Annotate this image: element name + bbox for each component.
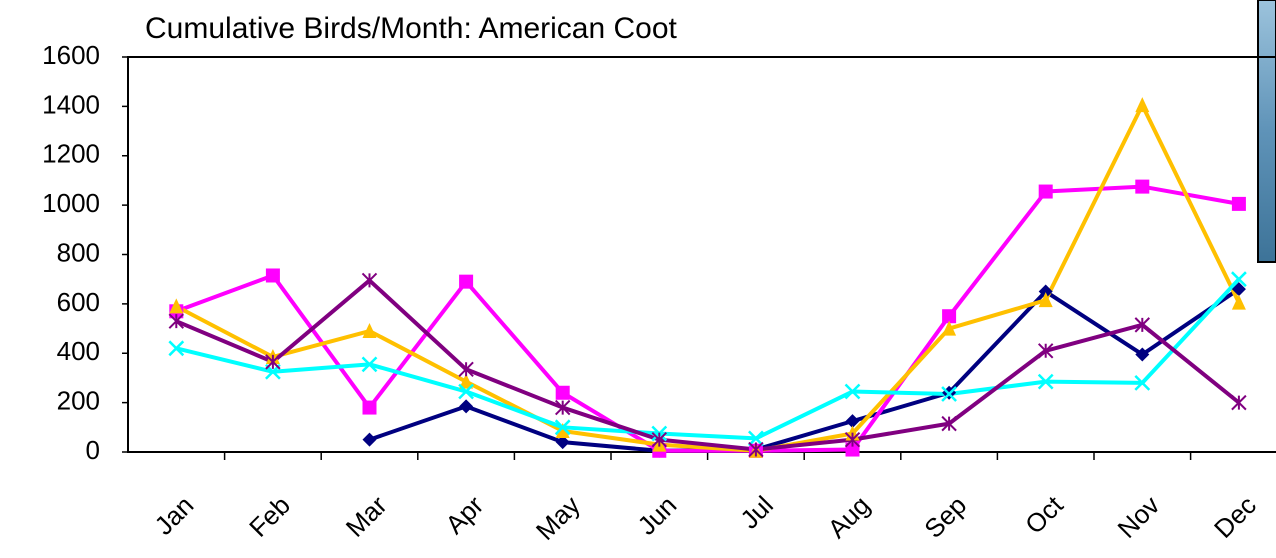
marker: [942, 320, 957, 336]
x-tick-label: Apr: [439, 490, 489, 540]
y-tick-label: 1600: [42, 40, 100, 70]
x-tick-label: May: [530, 490, 586, 546]
x-tick-label: Jan: [149, 490, 200, 541]
marker: [554, 399, 571, 416]
marker: [265, 268, 280, 283]
marker: [168, 340, 185, 357]
x-tick-label: Sep: [918, 490, 972, 544]
marker: [942, 309, 957, 324]
marker: [1135, 179, 1150, 194]
marker: [459, 274, 474, 289]
marker: [844, 431, 861, 448]
marker: [748, 430, 764, 447]
marker: [1135, 97, 1150, 113]
marker: [1231, 271, 1247, 288]
chart-title: Cumulative Birds/Month: American Coot: [145, 12, 678, 45]
y-tick-label: 400: [57, 336, 100, 366]
marker: [361, 356, 378, 373]
marker: [941, 415, 957, 432]
marker: [1231, 282, 1246, 297]
series-line: [175, 278, 1241, 452]
marker: [554, 419, 571, 436]
marker: [1231, 294, 1246, 310]
marker: [1037, 373, 1054, 390]
series-line: [175, 184, 1240, 453]
marker: [459, 373, 474, 389]
y-tick-label: 200: [57, 386, 100, 416]
marker: [1231, 196, 1246, 211]
y-tick-label: 600: [57, 287, 100, 317]
series-line: [368, 287, 1241, 453]
marker: [651, 431, 668, 448]
marker: [265, 354, 281, 370]
marker: [845, 414, 860, 429]
marker: [1038, 292, 1053, 308]
series-line: [175, 103, 1241, 453]
marker: [362, 400, 377, 415]
marker: [458, 383, 474, 400]
marker: [362, 323, 377, 339]
marker: [168, 313, 185, 329]
marker: [1231, 394, 1247, 411]
marker: [555, 385, 570, 400]
marker: [361, 272, 378, 289]
marker: [1135, 347, 1150, 362]
marker: [1038, 284, 1053, 299]
marker: [459, 399, 474, 414]
marker: [748, 441, 764, 458]
marker: [555, 435, 570, 450]
marker: [1038, 184, 1053, 199]
marker: [1134, 317, 1151, 333]
marker: [555, 423, 570, 439]
y-tick-label: 0: [86, 435, 100, 465]
photo: [1257, 0, 1276, 263]
marker: [458, 361, 474, 378]
x-tick-label: Jul: [734, 490, 779, 535]
x-tick-label: Aug: [822, 490, 876, 544]
marker: [169, 298, 184, 314]
x-tick-label: Oct: [1019, 489, 1069, 539]
marker: [1037, 343, 1054, 359]
marker: [845, 442, 860, 457]
x-tick-label: Nov: [1111, 490, 1165, 544]
marker: [844, 383, 861, 400]
y-tick-label: 1000: [42, 188, 100, 218]
x-tick-label: Jun: [632, 490, 683, 541]
y-tick-label: 1200: [42, 139, 100, 169]
y-tick-label: 800: [57, 237, 100, 267]
x-tick-label: Dec: [1208, 490, 1262, 544]
x-tick-label: Mar: [340, 490, 393, 543]
marker: [941, 386, 957, 402]
marker: [362, 432, 377, 447]
series-line: [175, 277, 1241, 441]
plot-area: [127, 56, 1276, 453]
y-tick-label: 1400: [42, 89, 100, 119]
marker: [1134, 374, 1151, 391]
x-tick-label: Feb: [243, 490, 296, 543]
